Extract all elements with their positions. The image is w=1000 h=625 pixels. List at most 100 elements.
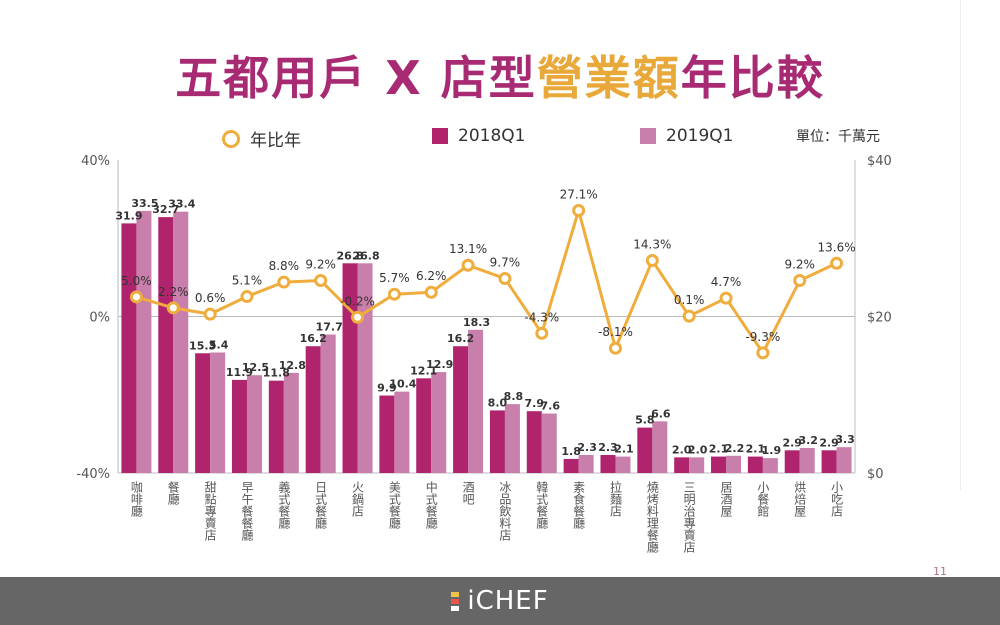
bar-2019-0 xyxy=(136,210,152,474)
bar-2018-17 xyxy=(747,456,763,473)
category-label-4: 義式餐廳 xyxy=(277,480,291,530)
category-label-19: 小吃店 xyxy=(830,481,844,517)
line-marker-icon xyxy=(222,129,240,148)
right-tick-label-2: $0 xyxy=(867,467,884,482)
bar-2019-16 xyxy=(726,455,742,473)
bar-2018-7 xyxy=(379,395,395,473)
yoy-label-16: 4.7% xyxy=(711,275,742,289)
bar-2018-19 xyxy=(821,450,837,473)
bar-2018-5 xyxy=(305,346,321,473)
left-tick-label-1: 0% xyxy=(89,311,110,326)
yoy-point-12 xyxy=(572,203,586,217)
yoy-label-13: -8.1% xyxy=(598,325,633,339)
bar-2019-17 xyxy=(762,458,778,473)
category-label-11: 韓式餐廳 xyxy=(535,481,549,530)
bar-2019-14 xyxy=(652,421,668,473)
bar-2019-label-9: 18.3 xyxy=(463,316,490,329)
chart-legend: 年比年 2018Q1 2019Q1 單位：千萬元 xyxy=(222,120,902,154)
bar-2018-label-5: 16.2 xyxy=(300,332,327,345)
yoy-point-0 xyxy=(129,290,143,304)
category-label-18: 烘焙屋 xyxy=(793,481,807,518)
bar-2018-label-19: 2.9 xyxy=(819,436,839,449)
yoy-point-2 xyxy=(203,307,217,321)
legend-label-line: 年比年 xyxy=(250,131,301,151)
yoy-label-15: 0.1% xyxy=(674,293,705,307)
bar-2019-label-12: 2.3 xyxy=(577,441,597,454)
yoy-label-3: 5.1% xyxy=(232,274,263,288)
bar-2018-label-16: 2.1 xyxy=(709,443,729,456)
yoy-point-17 xyxy=(756,346,770,360)
yoy-point-8 xyxy=(424,285,438,299)
unit-label: 單位：千萬元 xyxy=(796,129,880,145)
bar-2018-0 xyxy=(121,223,137,473)
yoy-label-4: 8.8% xyxy=(269,259,300,273)
category-label-9: 酒吧 xyxy=(461,481,475,505)
bar-2019-18 xyxy=(799,447,815,473)
title-part-2: 營業額 xyxy=(536,51,681,105)
bar-2018-label-0: 31.9 xyxy=(115,209,142,222)
bar-2019-5 xyxy=(320,334,336,473)
bar-2019-label-0: 33.5 xyxy=(131,197,158,210)
yoy-point-9 xyxy=(461,258,475,272)
bar-2019-label-17: 1.9 xyxy=(762,444,782,457)
bar-2018-15 xyxy=(674,457,690,473)
bar-2019-label-6: 26.8 xyxy=(352,249,379,262)
bar-2018-label-1: 32.7 xyxy=(152,203,179,216)
bar-2019-label-10: 8.8 xyxy=(504,390,524,403)
category-label-5: 日式餐廳 xyxy=(314,481,328,530)
bar-2019-13 xyxy=(615,456,631,473)
brand-mark-icon xyxy=(451,591,460,612)
yoy-label-7: 5.7% xyxy=(379,271,410,285)
bar-2019-1 xyxy=(173,211,189,473)
bar-2018-label-3: 11.9 xyxy=(226,366,253,379)
bar-2018-label-12: 1.8 xyxy=(561,445,581,458)
bar-2018-1 xyxy=(158,217,174,473)
bar-2019-8 xyxy=(431,372,447,473)
footer-bar: iCHEF xyxy=(0,577,1000,625)
yoy-point-6 xyxy=(351,310,365,324)
bar-2018-16 xyxy=(711,456,727,473)
yoy-line xyxy=(135,204,838,356)
yoy-point-4 xyxy=(277,275,291,289)
bar-2019-label-16: 2.2 xyxy=(725,442,745,455)
bar-2019-label-1: 33.4 xyxy=(168,198,195,211)
bar-2019-19 xyxy=(836,447,852,473)
yoy-label-17: -9.3% xyxy=(745,330,780,344)
yoy-label-11: -4.3% xyxy=(524,310,559,324)
page-title: 五都用戶 X 店型營業額年比較 xyxy=(0,42,1000,108)
bar-2018-9 xyxy=(453,346,469,473)
bar-2018-10 xyxy=(489,410,505,473)
bar-2018-label-9: 16.2 xyxy=(447,332,474,345)
brand-name: iCHEF xyxy=(467,586,549,616)
brand-logo: iCHEF xyxy=(451,586,548,616)
bar-2019-label-11: 7.6 xyxy=(541,400,561,413)
category-label-8: 中式餐廳 xyxy=(424,480,438,530)
bar-2019-label-18: 3.2 xyxy=(798,434,818,447)
left-tick-label-2: -40% xyxy=(76,467,110,482)
bar-2018-label-14: 5.8 xyxy=(635,414,655,427)
bar-2018-label-17: 2.1 xyxy=(746,443,766,456)
title-part-1: 五都用戶 X 店型 xyxy=(175,51,537,105)
right-tick-label-0: $40 xyxy=(867,154,892,169)
bar-2019-label-7: 10.4 xyxy=(389,378,416,391)
bar-2019-7 xyxy=(394,391,410,473)
title-part-3: 年比較 xyxy=(680,51,825,105)
bar-2019-label-4: 12.8 xyxy=(279,359,306,372)
yoy-point-19 xyxy=(830,256,844,270)
bar-2018-14 xyxy=(637,427,653,473)
category-label-13: 拉麵店 xyxy=(608,480,622,517)
yoy-point-10 xyxy=(498,272,512,286)
bar-2019-label-14: 6.6 xyxy=(651,407,671,420)
chart-area: 40% 0% -40% $40 $20 $0 31.933.5 咖啡廳 32.733.4 餐廳 15… xyxy=(76,154,892,554)
yoy-point-1 xyxy=(166,301,180,315)
bar-2018-2 xyxy=(195,353,211,473)
category-label-16: 居酒屋 xyxy=(719,481,733,518)
yoy-label-10: 9.7% xyxy=(490,256,521,270)
bar-2018-label-4: 11.8 xyxy=(263,367,290,380)
category-label-14: 燒烤料理餐廳 xyxy=(645,481,659,554)
yoy-label-2: 0.6% xyxy=(195,291,226,305)
bar-2019-label-13: 2.1 xyxy=(614,443,634,456)
bar-2019-label-15: 2.0 xyxy=(688,443,708,456)
yoy-label-5: 9.2% xyxy=(305,258,336,272)
bar-2019-3 xyxy=(246,375,262,473)
